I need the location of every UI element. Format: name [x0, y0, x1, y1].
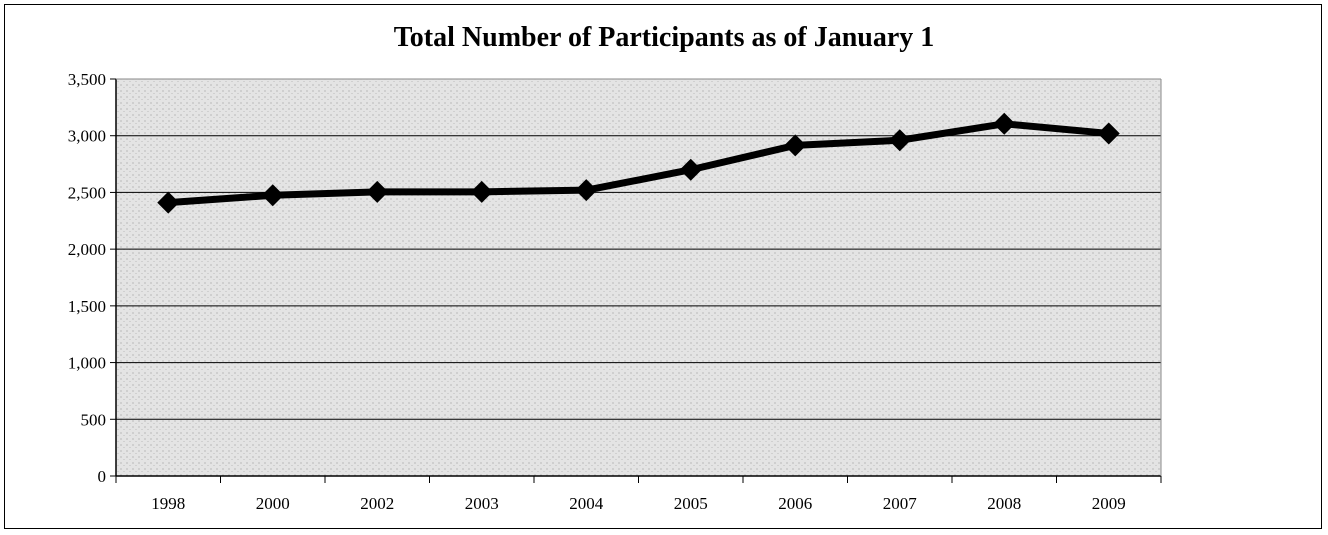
x-tick-label: 2009 — [1092, 494, 1126, 513]
data-point-marker — [366, 180, 389, 203]
x-tick-label: 2005 — [674, 494, 708, 513]
data-point-marker — [784, 134, 807, 157]
plot-area — [116, 79, 1161, 476]
x-tick-label: 2006 — [778, 494, 812, 513]
y-tick-label: 3,500 — [68, 70, 106, 89]
x-axis-ticks: 1998 2000 2002 2003 2004 2005 2006 2007 2008 2009 — [115, 476, 1162, 513]
data-point-marker — [888, 129, 911, 152]
data-point-marker — [679, 158, 702, 181]
x-tick-label: 2000 — [256, 494, 290, 513]
data-point-marker — [993, 112, 1016, 135]
y-tick-label: 1,500 — [68, 297, 106, 316]
data-point-marker — [261, 184, 284, 207]
series-line-path — [168, 120, 1110, 207]
x-tick-label: 2003 — [465, 494, 499, 513]
series-line — [168, 120, 1110, 207]
data-point-marker — [575, 179, 598, 202]
y-tick-label: 2,500 — [68, 183, 106, 202]
x-tick-label: 2008 — [987, 494, 1021, 513]
x-tick-label: 2004 — [569, 494, 604, 513]
data-point-marker — [157, 191, 180, 214]
x-tick-label: 1998 — [151, 494, 185, 513]
y-tick-label: 1,000 — [68, 354, 106, 373]
y-tick-label: 2,000 — [68, 240, 106, 259]
data-point-marker — [1097, 122, 1120, 145]
series-markers — [157, 112, 1120, 214]
y-tick-label: 0 — [98, 467, 107, 486]
y-axis-ticks: 0 500 1,000 1,500 2,000 2,500 3,000 3,500 — [68, 70, 116, 486]
chart-title: Total Number of Participants as of Janua… — [393, 22, 935, 53]
x-tick-label: 2007 — [883, 494, 918, 513]
data-point-marker — [470, 180, 493, 203]
y-tick-label: 3,000 — [68, 127, 106, 146]
y-tick-label: 500 — [81, 410, 107, 429]
x-tick-label: 2002 — [360, 494, 394, 513]
